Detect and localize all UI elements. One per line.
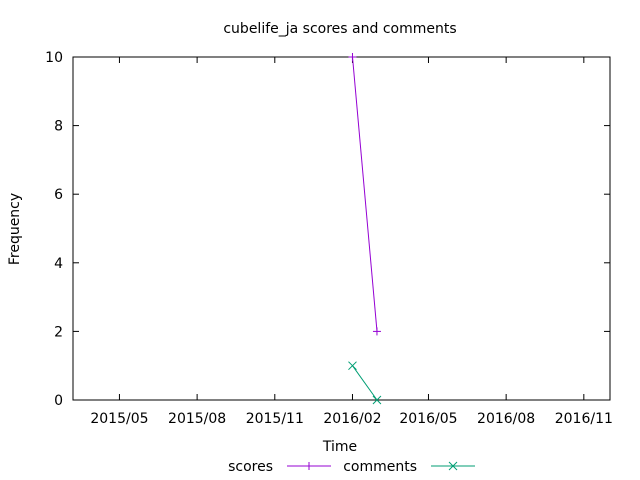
- legend-marker-scores: [305, 462, 313, 470]
- data-point-scores: [372, 327, 381, 336]
- y-tick-label: 2: [54, 324, 63, 340]
- data-point-comments: [372, 395, 382, 405]
- x-tick-label: 2016/08: [477, 411, 535, 427]
- x-tick-label: 2016/02: [323, 411, 381, 427]
- y-tick-label: 4: [54, 256, 63, 272]
- legend-marker-comments: [448, 461, 458, 471]
- series-line-comments: [352, 365, 378, 401]
- x-axis-label: Time: [322, 439, 357, 455]
- legend-label-scores: scores: [228, 459, 273, 475]
- legend: scores comments: [228, 459, 475, 475]
- y-tick-label: 6: [54, 187, 63, 203]
- x-axis: 2015/05 2015/08 2015/11 2016/02 2016/05 2016/…: [90, 57, 613, 427]
- y-tick-label: 8: [54, 119, 63, 135]
- y-axis-label: Frequency: [7, 193, 23, 265]
- x-tick-label: 2015/05: [90, 411, 148, 427]
- series-layer: [348, 53, 382, 405]
- legend-label-comments: comments: [343, 459, 417, 475]
- x-tick-label: 2016/05: [399, 411, 457, 427]
- data-point-comments: [348, 361, 357, 371]
- series-line-scores: [352, 56, 378, 332]
- plot-area: [72, 56, 611, 401]
- chart-title: cubelife_ja scores and comments: [223, 21, 456, 37]
- y-tick-label: 0: [54, 393, 63, 409]
- data-point-scores: [348, 53, 357, 61]
- x-tick-label: 2015/11: [246, 411, 304, 427]
- x-tick-label: 2016/11: [555, 411, 613, 427]
- y-axis: 0 2 4 6 8 10: [45, 50, 610, 409]
- x-tick-label: 2015/08: [168, 411, 226, 427]
- y-tick-label: 10: [45, 50, 63, 66]
